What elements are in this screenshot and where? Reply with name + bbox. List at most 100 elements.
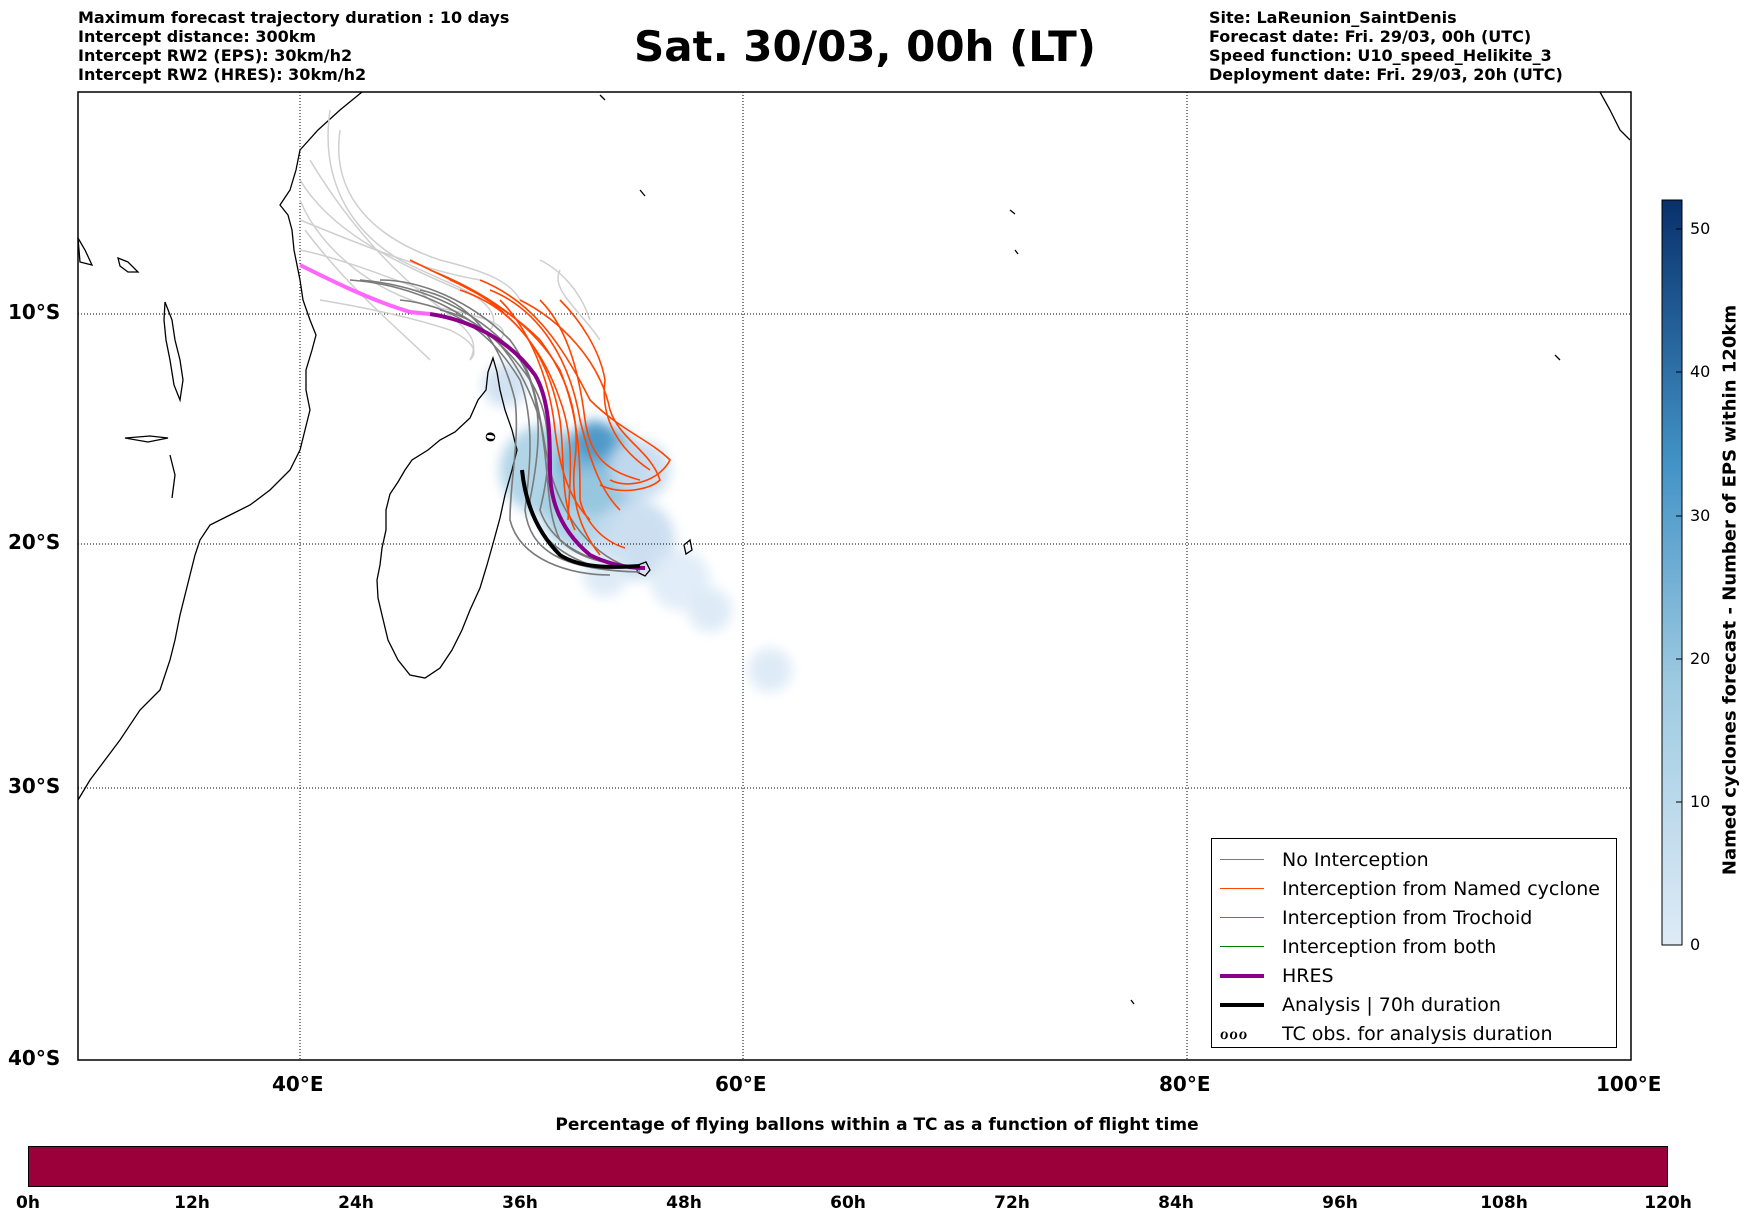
reunion-coastline xyxy=(636,561,651,577)
africa-coastline xyxy=(77,91,363,801)
lon-label: 100°E xyxy=(1596,1072,1662,1096)
island-coastline xyxy=(639,189,646,197)
header-right-line: Speed function: U10_speed_Helikite_3 xyxy=(1209,46,1552,65)
named-cyclone-track xyxy=(449,279,572,521)
named-cyclone-track xyxy=(429,269,626,549)
eps-density-blob xyxy=(610,440,670,500)
legend-label: Interception from both xyxy=(1282,935,1497,958)
eps-density-blob xyxy=(748,648,792,692)
island-coastline xyxy=(1009,209,1016,215)
legend-item: No Interception xyxy=(1220,845,1616,874)
legend-label: No Interception xyxy=(1282,848,1429,871)
analysis-track xyxy=(520,469,641,569)
legend-label: Analysis | 70h duration xyxy=(1282,993,1501,1016)
named-cyclone-track xyxy=(559,299,651,471)
time-bar-tick-label: 120h xyxy=(1644,1193,1692,1213)
legend-item: Analysis | 70h duration xyxy=(1220,990,1616,1019)
legend-item: Interception from Named cyclone xyxy=(1220,874,1616,903)
legend-swatch xyxy=(1220,1002,1264,1007)
colorbar-tick-label: 30 xyxy=(1690,506,1711,525)
past-track xyxy=(299,263,431,316)
map-title: Sat. 30/03, 00h (LT) xyxy=(634,22,1096,71)
legend-label: Interception from Trochoid xyxy=(1282,906,1533,929)
header-right-line: Forecast date: Fri. 29/03, 00h (UTC) xyxy=(1209,27,1532,46)
island-coastline xyxy=(1014,249,1019,255)
lake-coastline xyxy=(77,237,94,266)
eps-density-blob xyxy=(575,420,615,460)
named-cyclone-track xyxy=(489,289,621,511)
time-bar-tick-label: 24h xyxy=(338,1193,374,1213)
island-coastline xyxy=(1599,91,1631,141)
header-right: Site: LaReunion_SaintDenis Forecast date… xyxy=(1209,8,1563,84)
header-right-line: Deployment date: Fri. 29/03, 20h (UTC) xyxy=(1209,65,1563,84)
light-track xyxy=(327,109,481,301)
lat-label: 30°S xyxy=(8,774,61,798)
time-bar-tick-label: 48h xyxy=(666,1193,702,1213)
legend-item: HRES xyxy=(1220,961,1616,990)
header-left-line: Intercept RW2 (HRES): 30km/h2 xyxy=(78,65,367,84)
tc-obs-legend-icon: ℴℴℴ xyxy=(1220,1023,1249,1044)
graticule xyxy=(78,92,1631,1060)
legend-swatch xyxy=(1220,859,1264,860)
colorbar-tick-label: 40 xyxy=(1690,362,1711,381)
lake-coastline xyxy=(124,435,169,443)
time-bar-tick-label: 12h xyxy=(174,1193,210,1213)
legend-swatch xyxy=(1220,973,1264,978)
legend-label: HRES xyxy=(1282,964,1334,987)
light-track xyxy=(299,179,495,331)
time-bar-tick-label: 36h xyxy=(502,1193,538,1213)
tc-obs-symbol: ℴ xyxy=(476,432,501,442)
hres-track xyxy=(429,312,646,570)
light-track xyxy=(557,269,601,341)
time-bar-tick-label: 72h xyxy=(994,1193,1030,1213)
colorbar-tick-label: 0 xyxy=(1690,935,1701,954)
time-bar-tick-label: 108h xyxy=(1480,1193,1528,1213)
legend-swatch xyxy=(1220,917,1264,918)
colorbar-tick-label: 50 xyxy=(1690,219,1711,238)
header-left-line: Intercept distance: 300km xyxy=(78,27,317,46)
named-cyclone-track xyxy=(499,299,591,521)
colorbar-tick-label: 20 xyxy=(1690,649,1711,668)
map-legend: No Interception Interception from Named … xyxy=(1211,838,1617,1048)
colorbar-fill xyxy=(1661,199,1683,946)
time-bar-tick-label: 84h xyxy=(1158,1193,1194,1213)
header-left-line: Maximum forecast trajectory duration : 1… xyxy=(78,8,510,27)
light-track xyxy=(539,259,591,321)
island-coastline xyxy=(1554,354,1561,361)
light-track xyxy=(304,229,431,361)
lake-coastline xyxy=(117,256,140,273)
legend-item: Interception from Trochoid xyxy=(1220,903,1616,932)
named-cyclone-track xyxy=(519,299,661,492)
light-track xyxy=(299,219,481,281)
colorbar-ticks xyxy=(1676,228,1682,946)
island-coastline xyxy=(1130,999,1135,1005)
time-bar-tick-label: 96h xyxy=(1322,1193,1358,1213)
lon-label: 60°E xyxy=(715,1072,767,1096)
header-right-line: Site: LaReunion_SaintDenis xyxy=(1209,8,1457,27)
named-cyclone-group xyxy=(409,259,671,556)
time-bar xyxy=(28,1146,1668,1187)
header-left: Maximum forecast trajectory duration : 1… xyxy=(78,8,509,84)
legend-label: Interception from Named cyclone xyxy=(1282,877,1600,900)
no-interception-track xyxy=(419,289,611,576)
lon-label: 80°E xyxy=(1159,1072,1211,1096)
lon-label: 40°E xyxy=(272,1072,324,1096)
named-cyclone-track xyxy=(459,289,576,531)
time-bar-tick-label: 0h xyxy=(16,1193,40,1213)
lat-label: 10°S xyxy=(8,300,61,324)
eps-density-blob xyxy=(688,588,732,632)
lake-coastline xyxy=(169,454,176,499)
lat-label: 40°S xyxy=(8,1046,61,1070)
no-interception-track xyxy=(379,279,641,571)
map-frame xyxy=(77,91,1632,1061)
lake-coastline xyxy=(163,301,184,403)
legend-item: Interception from both xyxy=(1220,932,1616,961)
light-track xyxy=(319,299,475,361)
colorbar-title: Named cyclones forecast - Number of EPS … xyxy=(1719,304,1741,876)
colorbar-tick-label: 10 xyxy=(1690,792,1711,811)
madagascar-coastline xyxy=(376,355,518,679)
header-left-line: Intercept RW2 (EPS): 30km/h2 xyxy=(78,46,353,65)
legend-swatch xyxy=(1220,946,1264,947)
coastlines xyxy=(77,91,1631,1005)
